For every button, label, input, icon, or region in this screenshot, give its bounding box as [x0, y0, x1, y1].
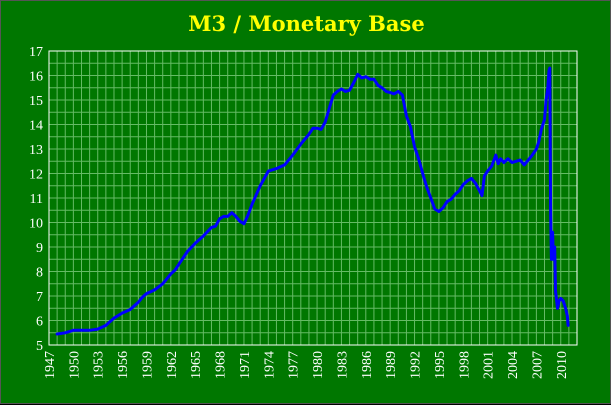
plot-frame: [48, 50, 578, 346]
x-tick-label: 1956: [116, 351, 131, 379]
chart-title: M3 / Monetary Base: [188, 11, 425, 36]
x-tick-label: 2004: [506, 351, 521, 379]
x-tick-label: 1980: [311, 351, 326, 379]
y-tick-label: 7: [36, 290, 43, 305]
y-tick-label: 11: [30, 192, 43, 207]
y-tick-label: 8: [36, 266, 43, 281]
y-tick-label: 13: [29, 143, 43, 158]
y-axis-tick-labels: 5 6 7 8 9 10 11 12 13 14 15 16 17: [29, 45, 43, 354]
x-tick-label: 1959: [140, 351, 155, 379]
y-tick-label: 10: [29, 217, 43, 232]
x-tick-label: 1971: [238, 351, 253, 379]
y-tick-label: 6: [36, 315, 43, 330]
x-tick-label: 1989: [384, 351, 399, 379]
x-tick-label: 1974: [262, 351, 277, 379]
x-tick-label: 1962: [165, 351, 180, 379]
x-tick-label: 2001: [482, 351, 497, 379]
x-tick-label: 1953: [92, 351, 107, 379]
y-tick-label: 14: [29, 119, 43, 134]
grid-lines: [48, 50, 578, 346]
x-tick-label: 1968: [214, 351, 229, 379]
y-tick-label: 12: [29, 168, 43, 183]
y-tick-label: 5: [36, 339, 43, 354]
x-tick-label: 2010: [555, 351, 570, 379]
x-tick-label: 1977: [287, 351, 302, 379]
y-tick-label: 16: [29, 70, 43, 85]
x-tick-label: 1995: [433, 351, 448, 379]
y-tick-label: 17: [29, 45, 43, 60]
y-tick-label: 15: [29, 94, 43, 109]
x-tick-label: 1992: [409, 351, 424, 379]
x-tick-label: 1998: [457, 351, 472, 379]
x-tick-label: 1950: [67, 351, 82, 379]
y-tick-label: 9: [36, 241, 43, 256]
x-tick-label: 2007: [530, 351, 545, 379]
x-tick-label: 1965: [189, 351, 204, 379]
x-tick-label: 1983: [335, 351, 350, 379]
x-tick-label: 1986: [360, 351, 375, 379]
x-tick-label: 1947: [43, 351, 58, 379]
series-line-m3-monetary-base: [55, 66, 570, 336]
x-axis-tick-labels: 1947 1950 1953 1956 1959 1962 1965 1968 1971 1974…: [43, 351, 570, 379]
